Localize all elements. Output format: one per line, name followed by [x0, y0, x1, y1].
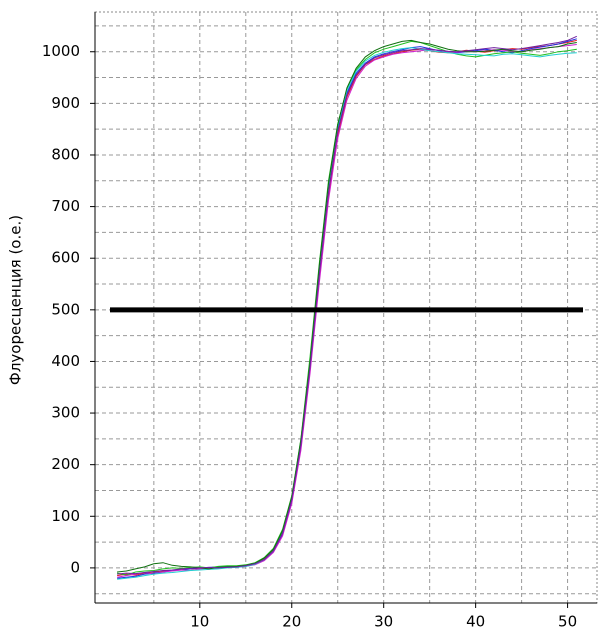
y-tick-label: 700 [51, 197, 80, 215]
y-tick-label: 300 [51, 404, 80, 422]
y-tick-label: 0 [70, 558, 80, 576]
y-tick-label: 200 [51, 455, 80, 473]
y-axis-label: Флуоресценция (о.е.) [7, 215, 25, 385]
x-tick-label: 50 [558, 613, 577, 631]
series-line [117, 35, 578, 575]
y-tick-label: 900 [51, 94, 80, 112]
y-tick-label: 500 [51, 300, 80, 318]
x-tick-label: 10 [190, 613, 209, 631]
y-tick-label: 100 [51, 507, 80, 525]
y-tick-label: 400 [51, 352, 80, 370]
y-tick-label: 1000 [42, 42, 80, 60]
x-tick-label: 30 [374, 613, 393, 631]
series-line [117, 39, 577, 573]
x-tick-label: 40 [466, 613, 485, 631]
series-line [117, 47, 577, 580]
x-tick-label: 20 [282, 613, 301, 631]
y-tick-label: 600 [51, 249, 80, 267]
y-tick-label: 800 [51, 145, 80, 163]
